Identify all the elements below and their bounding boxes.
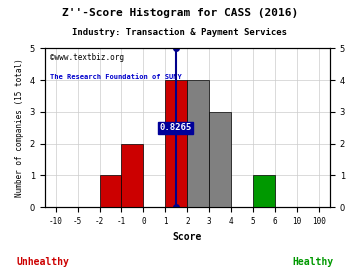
X-axis label: Score: Score (172, 231, 202, 241)
Text: Z''-Score Histogram for CASS (2016): Z''-Score Histogram for CASS (2016) (62, 8, 298, 18)
Text: Industry: Transaction & Payment Services: Industry: Transaction & Payment Services (72, 28, 288, 37)
Y-axis label: Number of companies (15 total): Number of companies (15 total) (15, 58, 24, 197)
Text: 0.8265: 0.8265 (159, 123, 191, 132)
Text: Healthy: Healthy (293, 257, 334, 267)
Bar (187, 80, 209, 207)
Bar (253, 176, 275, 207)
Bar (121, 144, 143, 207)
Bar (209, 112, 231, 207)
Text: Unhealthy: Unhealthy (17, 257, 69, 267)
Bar (99, 176, 121, 207)
Text: The Research Foundation of SUNY: The Research Foundation of SUNY (50, 74, 182, 80)
Text: ©www.textbiz.org: ©www.textbiz.org (50, 53, 124, 62)
Bar (165, 80, 187, 207)
